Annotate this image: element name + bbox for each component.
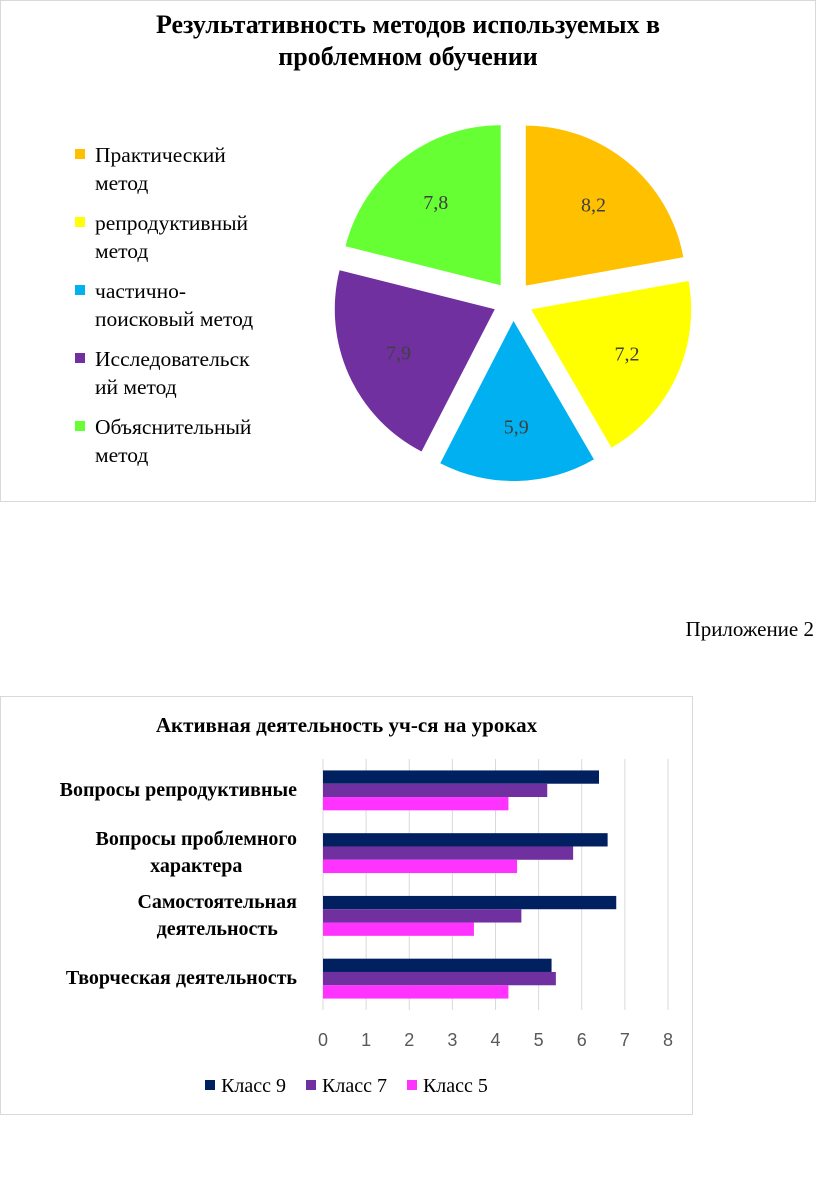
x-tick-label: 4 <box>490 1030 500 1050</box>
legend-swatch <box>75 285 85 295</box>
bar-класс-9 <box>323 770 599 784</box>
category-label: Вопросы проблемного характера <box>96 826 297 880</box>
legend-swatch <box>75 421 85 431</box>
bar-класс-9 <box>323 833 608 847</box>
category-label-line: Творческая деятельность <box>65 967 297 990</box>
bar-legend-label: Класс 7 <box>322 1075 387 1097</box>
x-tick-label: 2 <box>404 1030 414 1050</box>
category-label-line: Вопросы проблемного <box>95 828 297 851</box>
legend-label-line: метод <box>95 239 149 263</box>
bar-legend-swatch <box>406 1080 417 1091</box>
pie-slice-label: 7,2 <box>615 344 640 366</box>
x-tick-label: 3 <box>447 1030 457 1050</box>
pie-legend: Практический метод репродуктивный метод част… <box>75 141 285 481</box>
legend-label-line: поисковый метод <box>95 307 254 331</box>
legend-swatch <box>75 149 85 159</box>
pie-slice-label: 5,9 <box>504 417 529 439</box>
bar-legend-item: Класс 9 <box>205 1075 286 1098</box>
category-label-line: Самостоятельная <box>137 890 297 913</box>
legend-swatch <box>75 353 85 363</box>
bar-legend-item: Класс 5 <box>406 1075 488 1098</box>
legend-label-line: метод <box>95 171 149 195</box>
bar-класс-9 <box>323 958 552 972</box>
pie-chart-container: Результативность методов используемых в … <box>0 0 816 502</box>
x-tick-label: 0 <box>318 1030 328 1050</box>
bar-chart-container: Активная деятельность уч-ся на уроках 0 1… <box>0 696 693 1115</box>
x-tick-label: 5 <box>534 1030 544 1050</box>
bar-класс-7 <box>323 846 574 860</box>
x-tick-label: 8 <box>663 1030 673 1050</box>
bar-класс-7 <box>323 783 548 798</box>
bar-класс-9 <box>323 895 617 910</box>
category-label: Вопросы репродуктивные <box>60 777 297 804</box>
bar-legend-swatch <box>306 1080 317 1091</box>
pie-slice-4 <box>334 270 495 452</box>
category-label-line: деятельность <box>156 917 278 940</box>
pie-slice-label: 8,2 <box>581 195 606 217</box>
bar-класс-7 <box>323 971 556 986</box>
pie-slice-1 <box>525 125 684 286</box>
bar-класс-5 <box>323 922 474 936</box>
legend-item: репродуктивный метод <box>75 209 285 265</box>
legend-label-line: ий метод <box>95 375 177 399</box>
category-label: Самостоятельная деятельность <box>137 889 297 943</box>
legend-label-line: Объяснительный <box>95 415 252 439</box>
appendix-label: Приложение 2 <box>685 617 814 641</box>
legend-label-line: Практический <box>95 143 226 167</box>
pie-slice-5 <box>345 125 501 286</box>
legend-label-line: частично- <box>95 279 187 303</box>
bar-plot: 0 1 2 3 4 5 6 7 8 <box>318 759 673 1050</box>
legend-label-line: Исследовательск <box>95 347 250 371</box>
bar-legend-swatch <box>205 1080 216 1091</box>
bar-legend-label: Класс 5 <box>422 1075 488 1097</box>
legend-item: Объяснительный метод <box>75 413 285 469</box>
bar-класс-5 <box>323 859 518 874</box>
pie-slice-label: 7,9 <box>386 343 411 365</box>
legend-label-line: репродуктивный <box>95 211 249 235</box>
x-tick-label: 7 <box>620 1030 630 1050</box>
bar-класс-5 <box>323 797 509 811</box>
bar-legend-item: Класс 7 <box>306 1075 387 1098</box>
legend-item: частично-поисковый метод <box>75 277 285 333</box>
bar-chart-title: Активная деятельность уч-ся на уроках <box>155 713 538 737</box>
bar-legend: Класс 9 Класс 7 Класс 5 <box>1 1075 692 1098</box>
x-tick-label: 6 <box>577 1030 587 1050</box>
legend-swatch <box>75 217 85 227</box>
legend-item: Исследовательск ий метод <box>75 345 285 401</box>
legend-item: Практический метод <box>75 141 285 197</box>
bar-класс-7 <box>323 909 522 923</box>
pie-chart-title: Результативность методов используемых в … <box>155 10 661 71</box>
pie-slice-2 <box>531 281 692 448</box>
pie-slice-3 <box>440 320 594 481</box>
pie-slice-label: 7,8 <box>423 192 448 214</box>
x-tick-label: 1 <box>361 1030 371 1050</box>
legend-label-line: метод <box>95 443 149 467</box>
bar-класс-5 <box>323 985 509 999</box>
category-label-line: Вопросы репродуктивные <box>59 778 297 801</box>
category-label-line: характера <box>150 855 243 878</box>
bar-legend-label: Класс 9 <box>221 1075 287 1097</box>
pie-plot: 8,2 7,2 5,9 7,9 7,8 <box>334 125 692 481</box>
category-label: Творческая деятельность <box>66 965 297 992</box>
